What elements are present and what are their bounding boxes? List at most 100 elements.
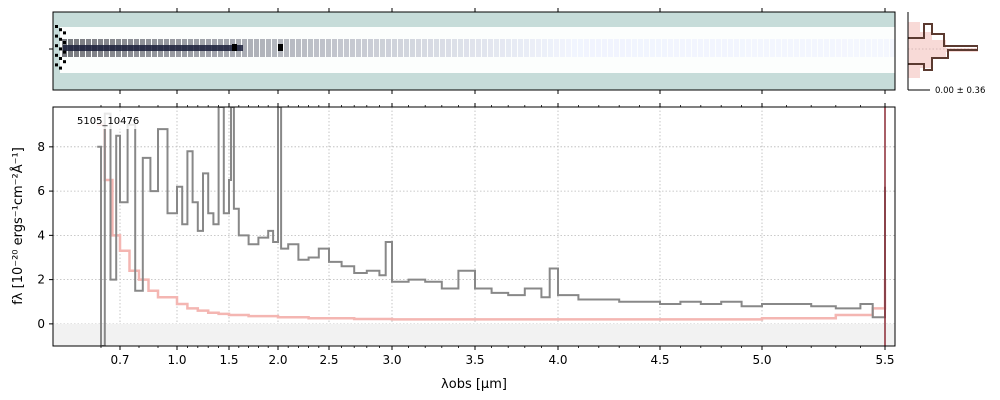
trace-column: [416, 39, 421, 57]
trace-column: [410, 39, 415, 57]
noise-pixel: [55, 25, 58, 28]
trace-column: [584, 39, 589, 57]
trace-column: [500, 39, 505, 57]
trace-column: [398, 39, 403, 57]
trace-column: [518, 39, 523, 57]
trace-column: [254, 39, 259, 57]
trace-column: [722, 39, 727, 57]
trace-core: [63, 45, 243, 51]
trace-column: [716, 39, 721, 57]
trace-column: [680, 39, 685, 57]
trace-column: [854, 39, 859, 57]
trace-column: [458, 39, 463, 57]
trace-column: [596, 39, 601, 57]
trace-column: [788, 39, 793, 57]
trace-column: [638, 39, 643, 57]
trace-column: [836, 39, 841, 57]
trace-column: [602, 39, 607, 57]
trace-column: [650, 39, 655, 57]
profile-panel: 0.00 ± 0.36: [907, 12, 985, 96]
trace-column: [362, 39, 367, 57]
trace-column: [632, 39, 637, 57]
trace-column: [320, 39, 325, 57]
noise-pixel: [59, 47, 62, 51]
trace-column: [392, 39, 397, 57]
trace-column: [548, 39, 553, 57]
y-tick-label: 2: [37, 273, 45, 287]
trace-column: [860, 39, 865, 57]
trace-column: [698, 39, 703, 57]
trace-column: [440, 39, 445, 57]
trace-column: [386, 39, 391, 57]
trace-column: [872, 39, 877, 57]
trace-column: [752, 39, 757, 57]
trace-column: [758, 39, 763, 57]
trace-column: [734, 39, 739, 57]
x-tick-label: 5.5: [875, 353, 894, 367]
trace-column: [566, 39, 571, 57]
trace-column: [884, 39, 889, 57]
trace-column: [428, 39, 433, 57]
noise-pixel: [55, 44, 58, 48]
trace-column: [824, 39, 829, 57]
trace-column: [614, 39, 619, 57]
trace-column: [308, 39, 313, 57]
noise-pixel: [63, 31, 66, 35]
noise-pixel: [59, 37, 62, 41]
trace-column: [818, 39, 823, 57]
object-label: 5105_10476: [77, 116, 139, 127]
trace-column: [608, 39, 613, 57]
trace-column: [488, 39, 493, 57]
negative-region: [53, 323, 895, 346]
profile-plot: [908, 22, 978, 78]
trace-column: [674, 39, 679, 57]
trace-column: [830, 39, 835, 57]
spectrum-2d-ticks: [49, 8, 886, 94]
trace-column: [782, 39, 787, 57]
noise-pixel: [55, 53, 58, 57]
x-tick-label: 2.0: [268, 353, 287, 367]
noise-pixel: [55, 34, 58, 38]
trace-column: [560, 39, 565, 57]
trace-column: [656, 39, 661, 57]
trace-column: [800, 39, 805, 57]
trace-column: [776, 39, 781, 57]
trace-column: [686, 39, 691, 57]
x-tick-label: 1.5: [219, 353, 238, 367]
trace-column: [356, 39, 361, 57]
x-axis-label: λobs [μm]: [441, 377, 507, 392]
trace-column: [878, 39, 883, 57]
x-tick-label: 3.0: [382, 353, 401, 367]
trace-column: [746, 39, 751, 57]
trace-column: [572, 39, 577, 57]
object-label-box: [72, 111, 148, 129]
trace-column: [764, 39, 769, 57]
grid: [53, 107, 895, 346]
trace-column: [848, 39, 853, 57]
trace-column: [626, 39, 631, 57]
trace-column: [524, 39, 529, 57]
trace-column: [506, 39, 511, 57]
trace-column: [890, 39, 895, 57]
series-flux: [97, 107, 886, 346]
trace-column: [644, 39, 649, 57]
trace-column: [248, 39, 253, 57]
x-tick-label: 4.0: [548, 353, 567, 367]
noise-pixel: [63, 50, 66, 54]
spectrum-1d-lines: [97, 107, 887, 346]
trace-column: [476, 39, 481, 57]
trace-column: [866, 39, 871, 57]
profile-line: [908, 23, 978, 71]
trace-column: [290, 39, 295, 57]
trace-column: [446, 39, 451, 57]
trace-column: [284, 39, 289, 57]
trace-column: [770, 39, 775, 57]
x-tick-label: 2.5: [319, 353, 338, 367]
trace-column: [728, 39, 733, 57]
trace-column: [272, 39, 277, 57]
trace-column: [662, 39, 667, 57]
series-error: [97, 123, 887, 321]
noise-pixel: [63, 60, 66, 64]
trace-column: [842, 39, 847, 57]
